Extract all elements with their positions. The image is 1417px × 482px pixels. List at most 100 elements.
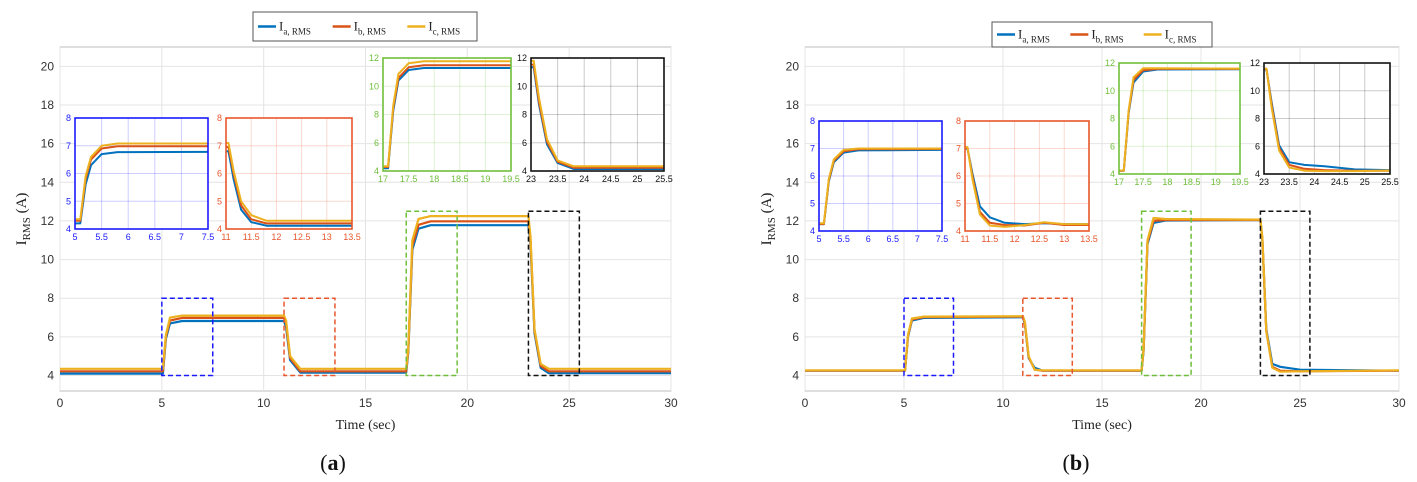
x-tick-label: 30 xyxy=(664,396,678,410)
inset-series-line-3 xyxy=(819,147,942,225)
inset-x-tick-label: 17.5 xyxy=(400,174,418,184)
inset-y-tick-label: 8 xyxy=(217,113,222,123)
inset-x-tick-label: 13.5 xyxy=(343,232,361,242)
inset-y-tick-label: 4 xyxy=(374,166,379,176)
inset-x-tick-label: 11 xyxy=(960,234,969,244)
inset-x-tick-label: 7 xyxy=(915,234,920,244)
inset-x-tick-label: 25 xyxy=(632,174,642,184)
inset-x-tick-label: 13 xyxy=(322,232,332,242)
inset-y-tick-label: 5 xyxy=(217,196,222,206)
inset-x-tick-label: 6 xyxy=(126,232,131,242)
inset-x-tick-label: 6.5 xyxy=(887,234,900,244)
inset-frame xyxy=(1118,62,1241,175)
inset-x-tick-label: 7.5 xyxy=(202,232,215,242)
inset-y-tick-label: 7 xyxy=(810,144,815,154)
y-tick-label: 18 xyxy=(41,98,55,112)
x-tick-label: 15 xyxy=(359,396,373,410)
zoom-box-red xyxy=(1022,297,1074,377)
inset-y-tick-label: 6 xyxy=(1110,141,1115,151)
x-tick-label: 30 xyxy=(1392,396,1406,410)
inset-y-tick-label: 5 xyxy=(956,199,961,209)
legend-entry-main: I xyxy=(1165,27,1169,42)
inset-x-tick-label: 23 xyxy=(526,174,536,184)
x-axis-label: Time (sec) xyxy=(336,418,396,433)
legend: Ia, RMS Ib, RMS Ic, RMS xyxy=(252,11,478,42)
x-tick-label: 25 xyxy=(1293,396,1307,410)
inset-x-tick-label: 17.5 xyxy=(1134,177,1152,187)
y-tick-label: 4 xyxy=(47,369,54,383)
inset-x-tick-label: 5.5 xyxy=(837,234,850,244)
inset-frame xyxy=(530,57,665,172)
y-tick-label: 10 xyxy=(41,253,55,267)
inset-y-tick-label: 4 xyxy=(956,226,961,236)
legend-box xyxy=(252,11,478,42)
inset-y-tick-label: 12 xyxy=(1105,58,1115,68)
inset-x-tick-label: 19 xyxy=(1211,177,1221,187)
legend-entry-2: Ib, RMS xyxy=(354,19,386,37)
inset-y-tick-label: 8 xyxy=(1255,114,1260,124)
inset-background xyxy=(819,121,942,231)
legend-entry-2: Ib, RMS xyxy=(1091,27,1123,45)
inset-x-tick-label: 25.5 xyxy=(655,174,673,184)
inset-black: 23 23.5 24 24.5 25 25.5 4 6 8 10 12 xyxy=(1250,58,1399,187)
inset-black: 23 23.5 24 24.5 25 25.5 4 6 8 10 12 xyxy=(517,53,673,184)
inset-series-line-3 xyxy=(1119,67,1241,172)
inset-green: 17 17.5 18 18.5 19 19.5 4 6 8 10 12 xyxy=(369,53,520,184)
zoom-box-black xyxy=(1259,210,1311,377)
inset-series-line-3 xyxy=(531,59,664,168)
inset-y-tick-label: 5 xyxy=(810,199,815,209)
inset-background xyxy=(1119,63,1240,174)
inset-frame xyxy=(225,117,353,230)
series-line-3 xyxy=(60,215,671,370)
inset-frame xyxy=(818,120,943,232)
inset-y-tick-label: 7 xyxy=(956,144,961,154)
inset-x-tick-label: 12 xyxy=(271,232,281,242)
y-tick-label: 20 xyxy=(786,59,800,73)
inset-y-tick-label: 8 xyxy=(956,116,961,126)
inset-x-tick-label: 13 xyxy=(1059,234,1069,244)
inset-x-tick-label: 17 xyxy=(378,174,388,184)
legend-entry-main: I xyxy=(1018,27,1022,42)
inset-y-tick-label: 8 xyxy=(374,110,379,120)
inset-y-tick-label: 4 xyxy=(522,166,527,176)
y-tick-label: 16 xyxy=(786,137,800,151)
inset-x-tick-label: 18.5 xyxy=(451,174,469,184)
inset-y-tick-label: 12 xyxy=(1250,58,1260,68)
y-axis-label: IRMS (A) xyxy=(14,193,33,246)
inset-y-tick-label: 10 xyxy=(1250,86,1260,96)
y-tick-label: 14 xyxy=(41,175,55,189)
inset-x-tick-label: 23 xyxy=(1259,177,1269,187)
inset-y-tick-label: 10 xyxy=(1105,86,1115,96)
inset-x-tick-label: 11 xyxy=(221,232,230,242)
legend-entry-sub: a, RMS xyxy=(1022,35,1050,45)
inset-y-tick-label: 8 xyxy=(522,110,527,120)
inset-series-line-3 xyxy=(75,142,208,221)
inset-x-tick-label: 23.5 xyxy=(549,174,567,184)
inset-y-tick-label: 6 xyxy=(522,138,527,148)
legend-entry-3: Ic, RMS xyxy=(428,19,460,37)
y-tick-label: 6 xyxy=(47,330,54,344)
y-tick-label: 12 xyxy=(41,214,55,228)
y-axis-label-unit: (A) xyxy=(14,193,30,218)
y-tick-label: 10 xyxy=(786,253,800,267)
inset-y-tick-label: 12 xyxy=(369,53,379,63)
inset-x-tick-label: 5.5 xyxy=(95,232,108,242)
legend-box xyxy=(991,21,1213,48)
inset-y-tick-label: 12 xyxy=(517,53,527,63)
inset-frame xyxy=(1263,62,1391,175)
inset-y-tick-label: 4 xyxy=(1255,169,1260,179)
inset-x-tick-label: 12 xyxy=(1010,234,1020,244)
x-tick-label: 5 xyxy=(158,396,165,410)
x-tick-label: 5 xyxy=(901,396,908,410)
inset-x-tick-label: 6.5 xyxy=(149,232,162,242)
series-line-3 xyxy=(805,216,1400,373)
inset-x-tick-label: 24 xyxy=(579,174,589,184)
y-tick-label: 20 xyxy=(41,59,55,73)
inset-x-tick-label: 24.5 xyxy=(1331,177,1349,187)
inset-x-tick-label: 18.5 xyxy=(1183,177,1201,187)
y-tick-label: 4 xyxy=(792,369,799,383)
y-tick-label: 16 xyxy=(41,137,55,151)
inset-x-tick-label: 24 xyxy=(1309,177,1319,187)
inset-x-tick-label: 13.5 xyxy=(1080,234,1098,244)
